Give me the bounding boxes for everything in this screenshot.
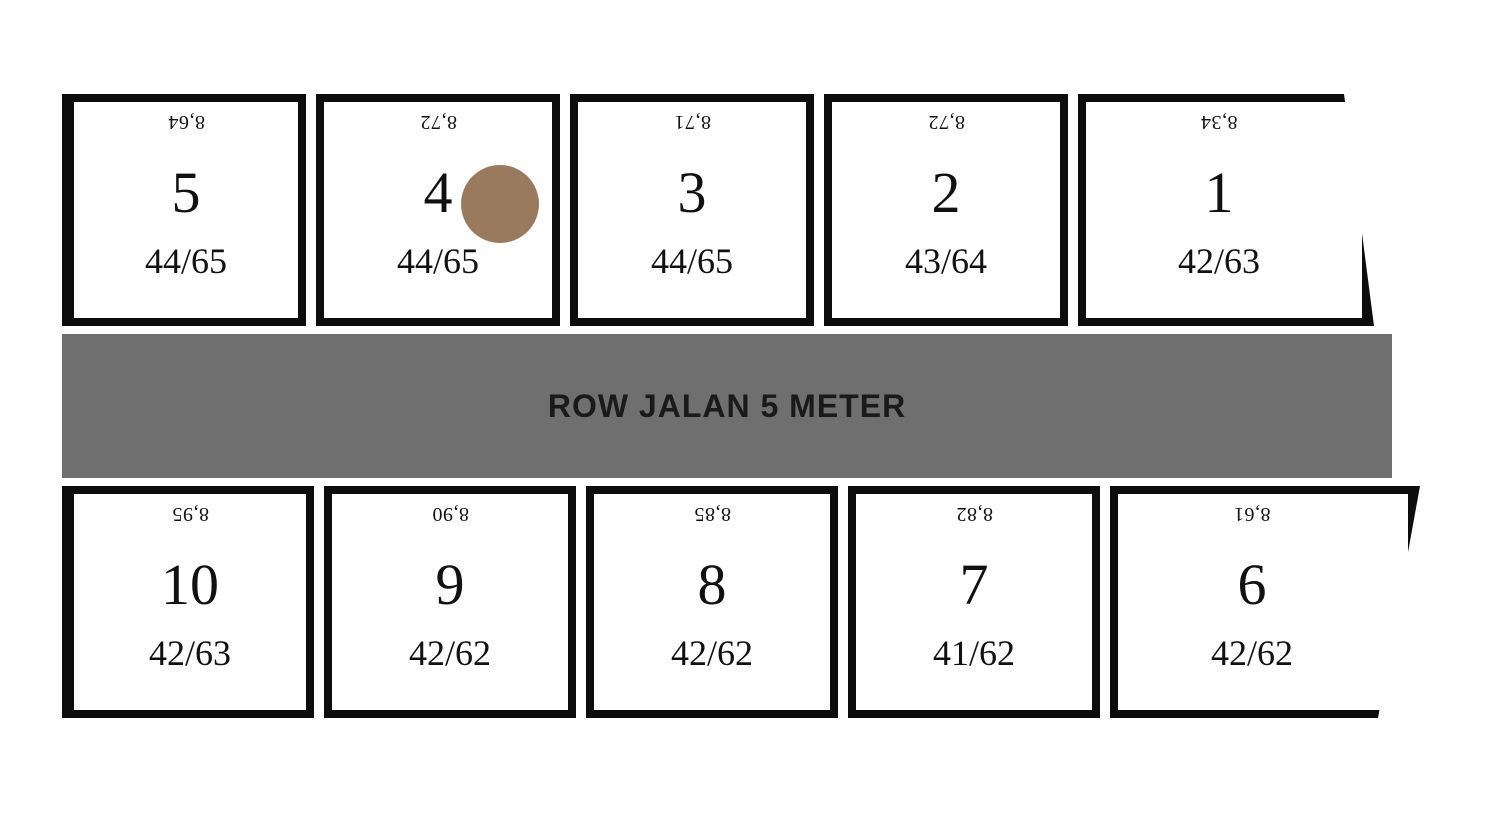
top-lot-3: 8,71 3 44/65 bbox=[570, 94, 814, 326]
lot-dimension: 8,72 bbox=[420, 110, 457, 133]
lot-dimension: 8,82 bbox=[956, 502, 993, 525]
lot-number: 7 bbox=[960, 551, 989, 618]
road-label: ROW JALAN 5 METER bbox=[548, 388, 906, 425]
bottom-lot-9: 8,90 9 42/62 bbox=[324, 486, 576, 718]
road-strip: ROW JALAN 5 METER bbox=[62, 334, 1392, 478]
bottom-lot-6: 8,61 6 42/62 bbox=[1110, 486, 1420, 718]
lot-dimension: 8,95 bbox=[172, 502, 209, 525]
bottom-lot-7: 8,82 7 41/62 bbox=[848, 486, 1100, 718]
lot-dimension: 8,61 bbox=[1118, 502, 1386, 525]
lot-ratio: 43/64 bbox=[905, 240, 987, 282]
lot-ratio: 44/65 bbox=[651, 240, 733, 282]
lot-dimension: 8,64 bbox=[168, 110, 205, 133]
lot-ratio: 42/63 bbox=[1086, 240, 1352, 282]
lot-number: 6 bbox=[1118, 551, 1386, 618]
lot-dimension: 8,34 bbox=[1086, 110, 1352, 133]
lot-number: 9 bbox=[436, 551, 465, 618]
lot-number: 3 bbox=[678, 159, 707, 226]
lot-ratio: 42/62 bbox=[409, 632, 491, 674]
lot-ratio: 42/63 bbox=[149, 632, 231, 674]
lot-number: 2 bbox=[932, 159, 961, 226]
lot-ratio: 44/65 bbox=[145, 240, 227, 282]
lot-number: 1 bbox=[1086, 159, 1352, 226]
top-lot-5: 8,64 5 44/65 bbox=[62, 94, 306, 326]
lot-ratio: 41/62 bbox=[933, 632, 1015, 674]
lot-ratio: 44/65 bbox=[397, 240, 479, 282]
top-lot-1: 8,34 1 42/63 bbox=[1078, 94, 1374, 326]
lot-dimension: 8,72 bbox=[928, 110, 965, 133]
lot-number: 4 bbox=[424, 159, 453, 226]
lot-dimension: 8,85 bbox=[694, 502, 731, 525]
bottom-lot-10: 8,95 10 42/63 bbox=[62, 486, 314, 718]
bottom-lot-8: 8,85 8 42/62 bbox=[586, 486, 838, 718]
lot-dimension: 8,71 bbox=[674, 110, 711, 133]
lot-ratio: 42/62 bbox=[671, 632, 753, 674]
lot-number: 10 bbox=[161, 551, 219, 618]
lot-ratio: 42/62 bbox=[1118, 632, 1386, 674]
site-plan-diagram: ROW JALAN 5 METER8,64544/658,72444/658,7… bbox=[0, 0, 1500, 840]
lot-number: 5 bbox=[172, 159, 201, 226]
lot-number: 8 bbox=[698, 551, 727, 618]
lot-marker-icon bbox=[461, 165, 539, 243]
lot-dimension: 8,90 bbox=[432, 502, 469, 525]
top-lot-2: 8,72 2 43/64 bbox=[824, 94, 1068, 326]
